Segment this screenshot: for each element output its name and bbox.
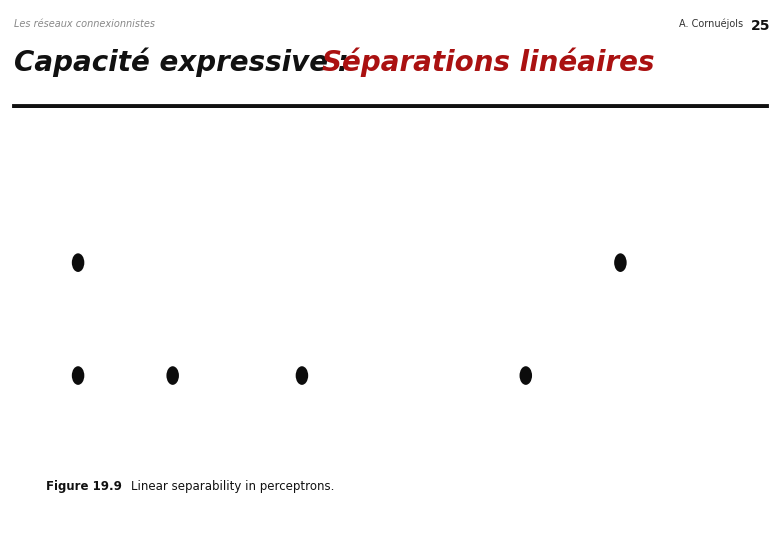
Text: $I_1$: $I_1$ [64, 176, 73, 189]
Text: 1: 1 [48, 258, 54, 267]
Text: 0: 0 [48, 371, 54, 380]
Text: A. Cornuéjols: A. Cornuéjols [679, 19, 743, 29]
Text: 0: 0 [495, 371, 502, 380]
Ellipse shape [613, 366, 627, 386]
Ellipse shape [71, 366, 85, 386]
Text: Figure 19.9: Figure 19.9 [46, 480, 122, 493]
Text: Capacité expressive :: Capacité expressive : [14, 48, 359, 77]
Ellipse shape [165, 253, 179, 273]
Text: (b)   $I_1$  or  $I_2$: (b) $I_1$ or $I_2$ [331, 414, 396, 428]
Text: 0: 0 [523, 407, 529, 416]
Text: $I_2$: $I_2$ [241, 389, 250, 403]
Text: $I_1$: $I_1$ [512, 176, 521, 189]
Ellipse shape [519, 253, 533, 273]
Ellipse shape [389, 366, 403, 386]
Text: $I_1$: $I_1$ [288, 176, 297, 189]
Text: $I_2$: $I_2$ [465, 389, 474, 403]
Text: (c)   $I_1$  xor  $I_2$: (c) $I_1$ xor $I_2$ [552, 414, 622, 428]
Ellipse shape [519, 366, 533, 386]
Text: 0: 0 [271, 371, 278, 380]
Text: ?: ? [633, 285, 642, 303]
Ellipse shape [613, 253, 627, 273]
Ellipse shape [389, 253, 403, 273]
Text: 0: 0 [75, 407, 81, 416]
Ellipse shape [295, 366, 309, 386]
Text: 1: 1 [271, 258, 278, 267]
Text: 1: 1 [170, 407, 176, 416]
Text: 25: 25 [751, 19, 771, 33]
Text: 1: 1 [618, 407, 623, 416]
Text: Linear separability in perceptrons.: Linear separability in perceptrons. [116, 480, 335, 493]
Text: Séparations linéaires: Séparations linéaires [322, 48, 654, 77]
Ellipse shape [295, 253, 309, 273]
Ellipse shape [71, 253, 85, 273]
Text: (a)   $I_1$  and  $I_2$: (a) $I_1$ and $I_2$ [103, 414, 176, 428]
Text: 0: 0 [299, 407, 305, 416]
Text: $I_2$: $I_2$ [689, 389, 698, 403]
Text: Les réseaux connexionnistes: Les réseaux connexionnistes [14, 19, 155, 29]
Text: 1: 1 [394, 407, 399, 416]
Ellipse shape [165, 366, 179, 386]
Text: 1: 1 [495, 258, 502, 267]
